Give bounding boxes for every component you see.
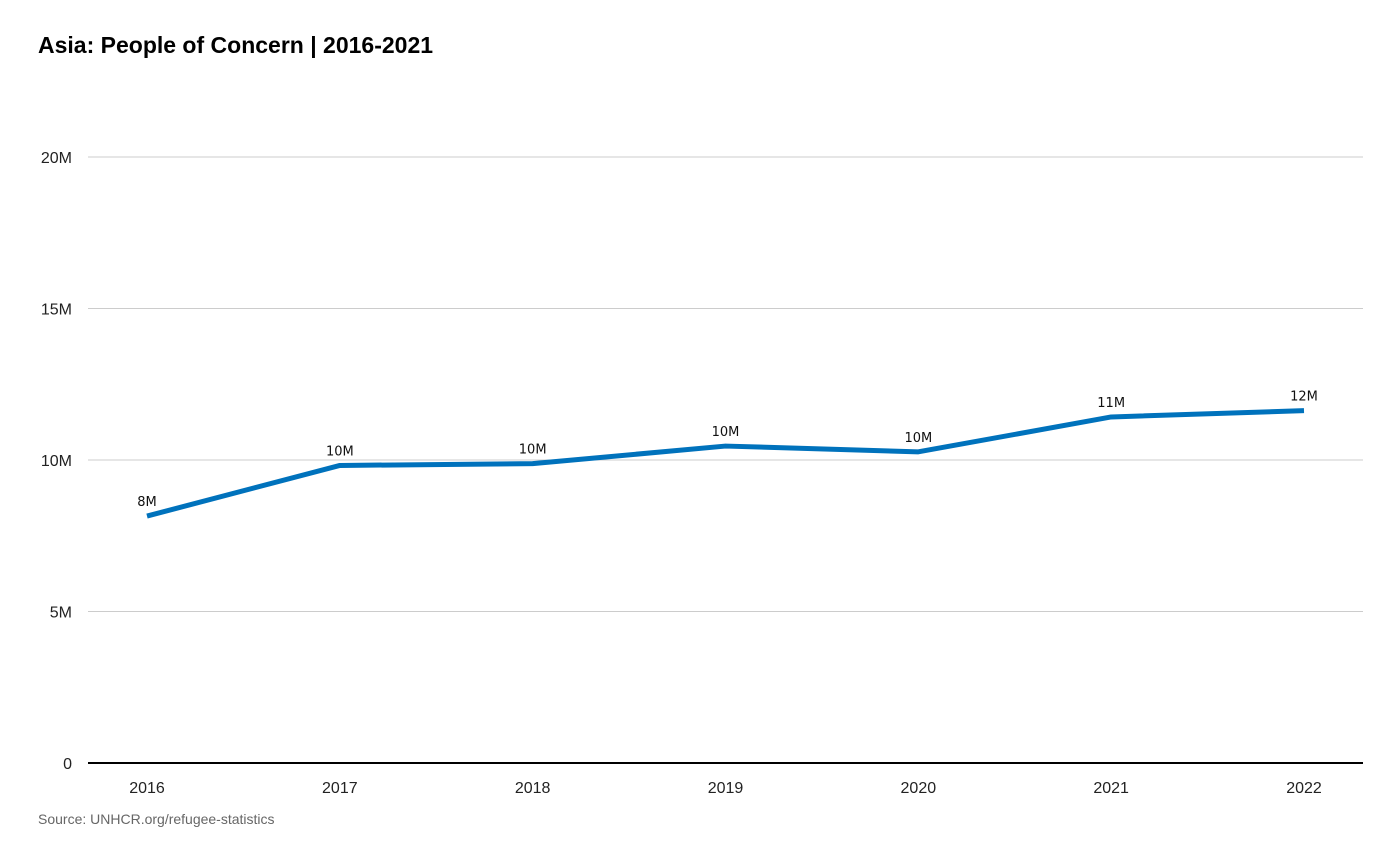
data-label: 10M [712, 425, 740, 440]
x-tick-label: 2017 [322, 780, 358, 797]
data-label: 11M [1097, 396, 1125, 411]
gridlines [88, 156, 1363, 612]
y-tick-label: 0 [63, 756, 72, 773]
series-line-group [146, 408, 1305, 519]
x-tick-label: 2021 [1093, 780, 1129, 797]
data-labels: 8M 10M 10M 10M 10M 11M 12M [137, 390, 1318, 510]
y-tick-label: 20M [41, 150, 72, 167]
chart-title: Asia: People of Concern | 2016-2021 [38, 32, 434, 58]
x-tick-label: 2018 [515, 780, 551, 797]
series-line [146, 408, 1305, 519]
x-axis-ticks: 2016 2017 2018 2019 2020 2021 2022 [129, 780, 1322, 797]
x-tick-label: 2016 [129, 780, 165, 797]
source-note: Source: UNHCR.org/refugee-statistics [38, 811, 275, 827]
x-tick-label: 2022 [1286, 780, 1322, 797]
data-label: 10M [519, 443, 547, 458]
x-tick-label: 2020 [901, 780, 937, 797]
data-label: 8M [137, 495, 157, 510]
y-tick-label: 5M [50, 605, 72, 622]
y-tick-label: 15M [41, 302, 72, 319]
y-tick-label: 10M [41, 453, 72, 470]
y-axis-ticks: 0 5M 10M 15M 20M [41, 150, 72, 773]
data-label: 10M [904, 431, 932, 446]
data-label: 12M [1290, 390, 1318, 405]
x-tick-label: 2019 [708, 780, 744, 797]
data-label: 10M [326, 444, 354, 459]
